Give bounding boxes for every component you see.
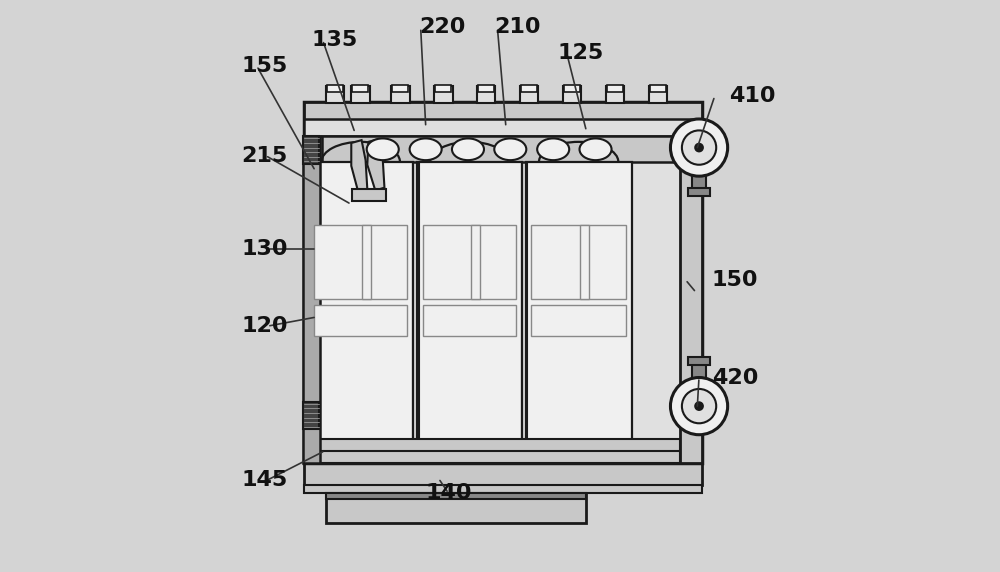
Bar (391, 86, 410, 103)
Bar (521, 85, 537, 92)
Bar (435, 85, 451, 92)
Ellipse shape (410, 138, 442, 160)
Circle shape (670, 119, 728, 176)
Bar (303, 136, 319, 164)
Bar (304, 102, 702, 463)
Text: 210: 210 (494, 18, 541, 37)
Bar (304, 463, 702, 485)
Text: 220: 220 (419, 18, 465, 37)
Text: 120: 120 (241, 316, 288, 336)
Bar (423, 225, 516, 299)
Circle shape (695, 144, 703, 152)
Bar (351, 86, 370, 103)
Bar (563, 86, 581, 103)
Bar (314, 225, 407, 299)
Bar (688, 357, 710, 365)
Bar (607, 85, 623, 92)
Polygon shape (367, 139, 384, 190)
Bar (580, 225, 589, 299)
Bar (434, 86, 453, 103)
Bar (306, 451, 680, 463)
Bar (471, 225, 480, 299)
Bar (304, 102, 702, 136)
Bar (303, 402, 319, 429)
Text: 420: 420 (712, 368, 758, 387)
Text: 135: 135 (311, 30, 357, 50)
Ellipse shape (537, 138, 569, 160)
Bar (417, 162, 522, 460)
Circle shape (682, 389, 716, 423)
Bar (322, 136, 679, 162)
Bar (306, 439, 680, 452)
Bar (692, 360, 706, 379)
Bar (478, 85, 494, 92)
Bar (477, 86, 495, 103)
Text: 410: 410 (729, 86, 775, 106)
Bar (352, 85, 368, 92)
Bar (326, 86, 344, 103)
Ellipse shape (367, 138, 399, 160)
Bar (327, 85, 343, 92)
Text: 155: 155 (241, 56, 288, 76)
Ellipse shape (452, 138, 484, 160)
Bar (650, 85, 666, 92)
Bar (688, 188, 710, 196)
Circle shape (682, 130, 716, 165)
Bar (680, 102, 702, 463)
Bar (304, 119, 702, 136)
Text: 150: 150 (712, 271, 758, 290)
Text: 215: 215 (241, 146, 288, 165)
Ellipse shape (494, 138, 526, 160)
Circle shape (670, 378, 728, 435)
Bar (531, 225, 626, 299)
Bar (423, 305, 516, 336)
Text: 140: 140 (426, 483, 472, 503)
Text: 145: 145 (241, 471, 288, 490)
Bar (392, 85, 408, 92)
Bar (304, 485, 702, 493)
Bar (606, 86, 624, 103)
Bar (314, 305, 407, 336)
Bar (649, 86, 667, 103)
Circle shape (695, 402, 703, 410)
Text: 130: 130 (241, 239, 288, 259)
Bar (526, 162, 632, 460)
Bar (326, 493, 586, 523)
Ellipse shape (580, 138, 612, 160)
Text: 125: 125 (557, 43, 603, 62)
Bar (352, 189, 386, 201)
Bar (308, 162, 413, 460)
Bar (564, 85, 580, 92)
Bar (326, 493, 586, 499)
Bar (362, 225, 371, 299)
Polygon shape (351, 140, 367, 192)
Bar (692, 175, 706, 193)
Bar (303, 136, 320, 463)
Bar (531, 305, 626, 336)
Bar (520, 86, 538, 103)
